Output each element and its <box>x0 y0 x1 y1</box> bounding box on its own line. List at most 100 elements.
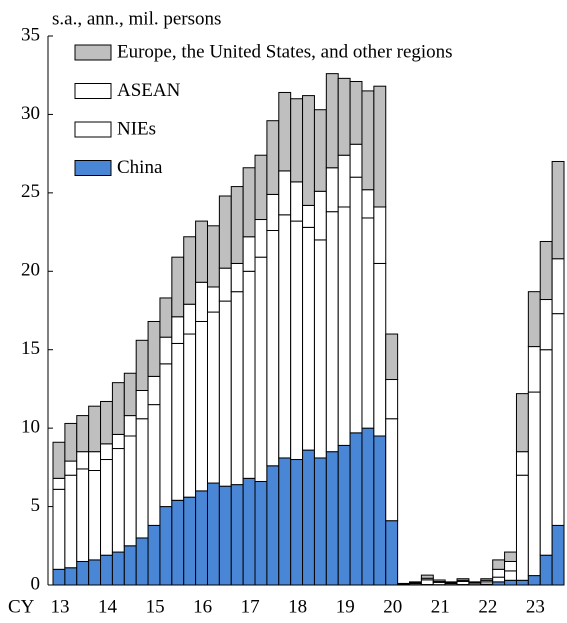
bar-segment <box>111 433 125 450</box>
bar-segment <box>76 451 90 470</box>
bar-segment <box>539 299 553 351</box>
bar-segment <box>230 186 244 264</box>
bar-segment <box>290 98 304 183</box>
x-tick-label: 18 <box>288 596 307 617</box>
bar-segment <box>52 488 66 570</box>
y-tick-label: 35 <box>21 24 40 45</box>
bar-segment <box>254 219 268 258</box>
bar-segment <box>278 214 292 459</box>
x-tick-label: 14 <box>98 596 118 617</box>
bar-segment <box>183 496 197 586</box>
legend-label: ASEAN <box>117 80 181 101</box>
y-tick-label: 10 <box>21 417 40 438</box>
bar-segment <box>76 560 90 586</box>
y-tick-label: 0 <box>31 573 41 594</box>
bar-segment <box>100 400 113 445</box>
y-tick-label: 30 <box>21 103 40 124</box>
bar-segment <box>88 469 102 561</box>
bar-segment <box>76 415 90 453</box>
legend-label: NIEs <box>117 118 156 139</box>
bar-segment <box>195 281 208 322</box>
bar-segment <box>88 559 102 586</box>
bar-segment <box>492 559 506 570</box>
bar-segment <box>195 490 208 586</box>
bar-segment <box>527 291 541 348</box>
bar-segment <box>147 375 161 406</box>
bar-segment <box>206 311 220 484</box>
bar-segment <box>64 422 78 462</box>
bar-segment <box>349 143 363 178</box>
x-axis-prefix: CY <box>8 596 35 617</box>
bar-segment <box>492 576 506 583</box>
bar-segment <box>88 405 102 453</box>
bar-segment <box>266 193 280 232</box>
bar-segment <box>159 506 173 586</box>
bar-segment <box>123 545 137 586</box>
bar-segment <box>206 482 220 586</box>
bar-segment <box>159 336 173 365</box>
bar-segment <box>218 195 232 269</box>
legend-swatch <box>74 121 112 138</box>
bar-segment <box>242 167 256 238</box>
bar-segment <box>64 460 78 476</box>
y-tick-label: 15 <box>21 338 40 359</box>
bar-segment <box>195 320 208 492</box>
bar-segment <box>206 225 220 288</box>
bar-segment <box>278 457 292 586</box>
bar-segment <box>515 393 529 453</box>
y-axis-unit: s.a., ann., mil. persons <box>52 8 221 29</box>
bar-segment <box>337 444 351 586</box>
bar-segment <box>361 189 375 219</box>
y-tick-label: 25 <box>21 181 40 202</box>
bar-segment <box>278 91 292 172</box>
legend-swatch <box>74 44 112 61</box>
bar-segment <box>266 465 280 586</box>
bar-segment <box>373 262 387 437</box>
bar-segment <box>76 468 90 562</box>
bar-segment <box>218 485 232 586</box>
x-tick-label: 15 <box>146 596 165 617</box>
bar-segment <box>242 270 256 479</box>
x-tick-label: 23 <box>526 596 545 617</box>
bar-segment <box>135 537 149 586</box>
bar-segment <box>302 449 315 586</box>
bar-segment <box>171 499 185 586</box>
bar-segment <box>159 363 173 508</box>
bar-segment <box>313 109 327 192</box>
bar-segment <box>290 459 304 586</box>
bar-segment <box>313 190 327 241</box>
bar-segment <box>444 581 458 584</box>
bar-segment <box>373 435 387 586</box>
bar-segment <box>361 427 375 586</box>
bar-segment <box>432 579 446 583</box>
bar-segment <box>504 560 517 572</box>
bar-segment <box>111 551 125 586</box>
x-tick-label: 20 <box>383 596 402 617</box>
bar-segment <box>147 404 161 526</box>
bar-segment <box>88 451 102 471</box>
bar-segment <box>527 575 541 586</box>
bar-segment <box>206 286 220 313</box>
bar-segment <box>539 240 553 301</box>
x-tick-label: 16 <box>193 596 212 617</box>
bar-segment <box>254 256 268 482</box>
bar-segment <box>551 160 565 260</box>
bar-segment <box>266 120 280 195</box>
bar-segment <box>349 80 363 145</box>
bar-segment <box>171 342 185 501</box>
bar-segment <box>159 297 173 338</box>
bar-segment <box>492 568 506 578</box>
bar-segment <box>290 220 304 461</box>
bar-segment <box>135 339 149 391</box>
bar-segment <box>135 418 149 539</box>
bar-segment <box>302 204 315 228</box>
y-tick-label: 20 <box>21 260 40 281</box>
bar-segment <box>385 333 399 381</box>
bar-segment <box>361 217 375 429</box>
bar-segment <box>123 415 137 437</box>
x-tick-label: 17 <box>241 596 260 617</box>
bar-segment <box>52 568 66 586</box>
bar-segment <box>504 579 517 586</box>
bar-segment <box>409 581 422 584</box>
